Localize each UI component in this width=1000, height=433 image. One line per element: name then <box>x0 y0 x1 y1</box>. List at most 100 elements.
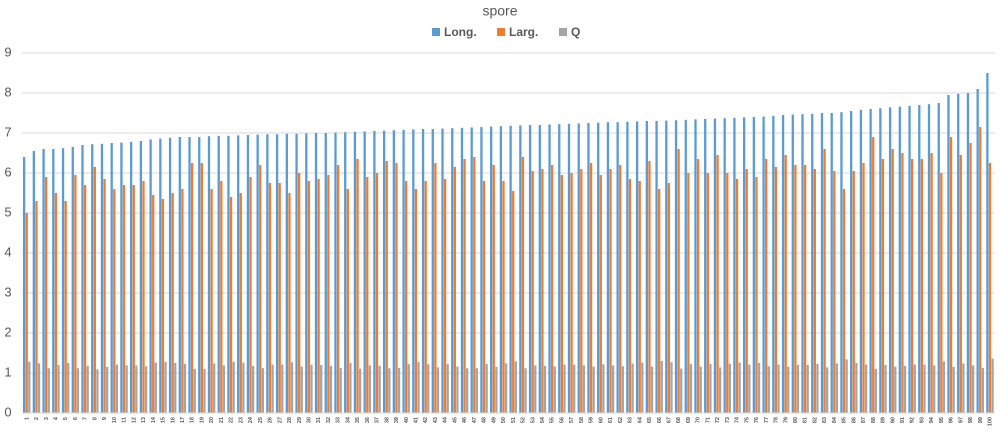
x-tick-label: 99 <box>978 417 984 423</box>
bar <box>704 119 707 413</box>
bar <box>677 149 680 413</box>
x-tick-label: 31 <box>316 417 322 423</box>
x-tick-label: 81 <box>803 417 809 423</box>
bar <box>320 365 323 413</box>
bar <box>784 155 787 413</box>
bar <box>446 364 449 413</box>
bar <box>91 144 94 413</box>
x-tick-label: 52 <box>521 417 527 423</box>
bar <box>910 159 914 413</box>
bar <box>937 103 940 413</box>
bar <box>407 364 410 413</box>
bar <box>382 130 386 413</box>
bar <box>334 132 337 413</box>
x-tick-label: 30 <box>306 417 312 423</box>
bar <box>251 365 255 413</box>
x-tick-label: 23 <box>238 417 244 423</box>
y-tick-label: 3 <box>4 284 11 299</box>
x-tick-label: 14 <box>151 416 157 423</box>
bar <box>767 366 770 413</box>
bar <box>106 367 109 413</box>
bar <box>290 362 294 413</box>
bar <box>716 155 719 413</box>
bar <box>514 361 517 413</box>
bar <box>417 362 420 413</box>
bar <box>436 367 440 413</box>
x-tick-label: 68 <box>676 417 682 423</box>
bar <box>159 138 162 413</box>
x-tick-label: 83 <box>822 417 828 423</box>
y-tick-label: 7 <box>4 124 11 139</box>
bar <box>966 93 970 413</box>
bar <box>981 367 984 413</box>
x-tick-label: 96 <box>949 417 955 423</box>
x-tick-label: 32 <box>326 417 332 423</box>
bar <box>149 139 152 413</box>
bar <box>57 365 60 413</box>
bar <box>962 363 965 413</box>
bar <box>835 363 839 413</box>
x-tick-label: 98 <box>968 417 974 423</box>
x-tick-label: 19 <box>199 417 205 423</box>
bar <box>188 137 191 413</box>
x-tick-label: 50 <box>501 417 507 423</box>
bar <box>246 135 250 413</box>
bar <box>589 163 593 413</box>
bar <box>242 362 245 413</box>
bar <box>344 132 347 413</box>
bar <box>942 361 946 413</box>
y-tick-label: 9 <box>4 44 11 59</box>
bar <box>940 173 943 413</box>
bar <box>366 177 369 413</box>
bar <box>353 131 357 414</box>
x-tick-label: 37 <box>375 417 381 423</box>
bar <box>971 365 975 413</box>
x-tick-label: 16 <box>170 417 176 423</box>
bar <box>726 173 729 413</box>
bar <box>927 104 931 413</box>
x-tick-label: 63 <box>628 417 634 423</box>
x-tick-label: 48 <box>482 417 488 423</box>
x-tick-label: 57 <box>569 417 575 423</box>
x-tick-label: 10 <box>112 417 118 423</box>
bar <box>859 109 863 414</box>
bar <box>524 368 527 413</box>
bar <box>132 185 135 413</box>
bar <box>28 361 31 413</box>
bar <box>752 117 756 413</box>
bar <box>718 367 722 413</box>
bar <box>616 122 619 413</box>
bar <box>463 159 466 413</box>
bar <box>237 135 240 413</box>
bar <box>375 173 379 413</box>
x-tick-label: 53 <box>530 417 536 423</box>
bar <box>25 213 28 413</box>
bar <box>473 157 476 413</box>
x-tick-label: 95 <box>939 417 945 423</box>
x-tick-label: 78 <box>774 417 780 423</box>
bar <box>71 147 74 413</box>
bar <box>74 175 77 413</box>
bar <box>300 366 303 413</box>
bar <box>100 143 104 414</box>
x-tick-label: 6 <box>73 417 79 420</box>
bar <box>567 123 571 414</box>
bar <box>884 365 887 413</box>
x-tick-label: 94 <box>929 416 935 423</box>
x-tick-label: 70 <box>696 417 702 423</box>
bar <box>139 141 143 413</box>
bar <box>324 133 327 413</box>
bar <box>278 183 281 413</box>
bar <box>738 362 741 413</box>
x-tick-label: 77 <box>764 417 770 423</box>
bar <box>256 134 259 413</box>
bar <box>229 197 233 413</box>
x-tick-label: 64 <box>637 416 643 423</box>
y-tick-label: 8 <box>4 84 11 99</box>
bar <box>602 364 605 413</box>
x-tick-label: 36 <box>365 417 371 423</box>
bar <box>820 113 824 413</box>
bar <box>658 189 661 413</box>
bar <box>655 121 658 413</box>
bar <box>823 149 826 413</box>
